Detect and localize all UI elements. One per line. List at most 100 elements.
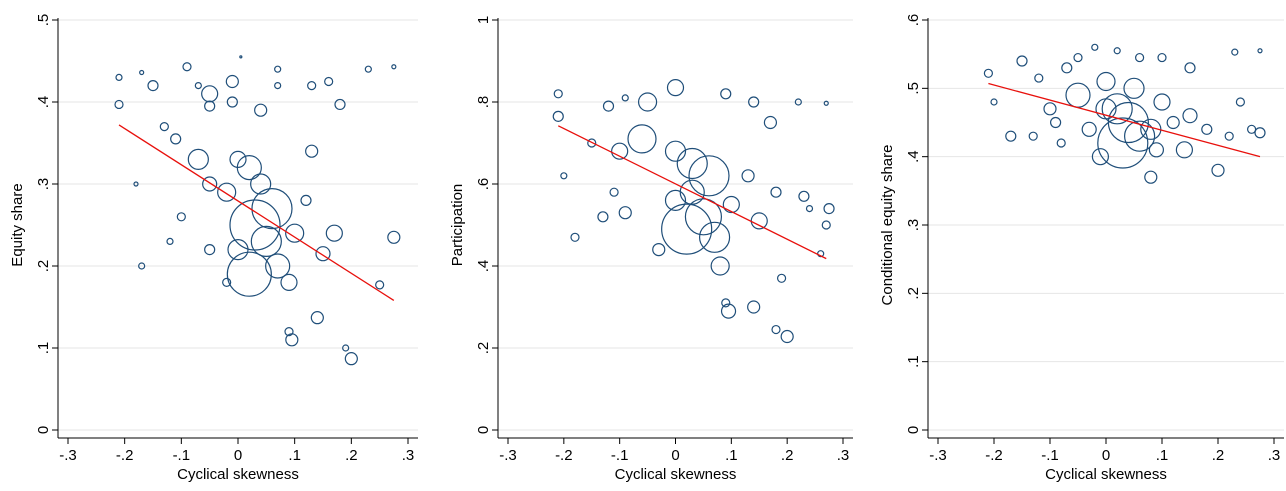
bubble	[618, 206, 632, 220]
fit-line	[118, 124, 395, 301]
x-axis-label: Cyclical skewness	[177, 466, 299, 483]
y-tick-label: 1	[475, 16, 492, 24]
bubble	[627, 124, 657, 154]
bubble	[1065, 82, 1091, 108]
bubble	[166, 237, 174, 245]
bubble	[1091, 43, 1099, 51]
bubble	[983, 68, 994, 78]
bubble	[1166, 115, 1180, 130]
bubble	[587, 138, 597, 148]
bubble	[274, 65, 282, 73]
bubble	[387, 230, 401, 244]
bubble	[794, 98, 802, 106]
x-tick-label: -.2	[985, 447, 1003, 464]
bubble	[805, 205, 814, 213]
y-tick-label: 0	[905, 426, 922, 434]
bubble	[265, 253, 291, 279]
bubble	[229, 150, 247, 168]
bubble	[1144, 170, 1158, 184]
x-tick-label: .3	[402, 447, 415, 464]
bubble	[1184, 62, 1196, 74]
bubble	[698, 221, 731, 253]
x-tick-label: 0	[671, 447, 679, 464]
x-tick-label: .1	[1156, 447, 1169, 464]
y-axis-label: Equity share	[9, 183, 26, 266]
bubble	[375, 280, 385, 290]
x-tick-label: .3	[1268, 447, 1281, 464]
bubble	[597, 211, 609, 223]
x-tick-label: .2	[345, 447, 358, 464]
bubble	[1153, 93, 1171, 111]
bubble	[250, 173, 272, 195]
x-tick-label: .1	[288, 447, 301, 464]
bubble	[747, 300, 761, 314]
bubble	[139, 69, 145, 76]
x-tick-label: -.1	[611, 447, 629, 464]
x-tick-label: .3	[837, 447, 850, 464]
y-tick-label: .6	[905, 14, 922, 27]
bubble	[780, 329, 794, 344]
bubble	[250, 225, 282, 257]
bubble	[763, 115, 778, 130]
bubble	[741, 169, 755, 183]
bubble	[1028, 131, 1038, 141]
bubble	[771, 324, 781, 335]
bubble	[204, 100, 216, 112]
bubble	[1246, 124, 1257, 134]
bubble	[226, 96, 238, 108]
bubble	[204, 244, 216, 256]
bubble	[1257, 48, 1263, 54]
bubble	[798, 190, 810, 202]
bubble	[1224, 131, 1234, 141]
bubble	[1254, 127, 1266, 139]
bubble	[342, 344, 350, 352]
bubble	[1081, 121, 1097, 137]
bubble	[664, 189, 687, 211]
bubble	[1231, 48, 1239, 56]
bubble	[364, 65, 372, 73]
bubble	[159, 121, 169, 132]
bubble	[720, 88, 732, 100]
x-tick-label: .2	[781, 447, 794, 464]
bubble	[1123, 77, 1145, 99]
y-tick-label: .8	[475, 96, 492, 109]
bubble	[147, 79, 159, 92]
bubble	[274, 81, 282, 90]
bubble	[722, 195, 740, 214]
fit-line	[988, 82, 1261, 158]
bubble	[688, 155, 730, 197]
y-tick-label: .4	[475, 260, 492, 273]
bubble	[776, 273, 787, 283]
y-tick-label: 0	[35, 426, 52, 434]
bubble	[284, 327, 294, 337]
bubble	[661, 203, 713, 255]
bubble	[280, 273, 298, 291]
bubble	[720, 303, 737, 319]
bubble	[334, 98, 346, 111]
bubble	[324, 76, 334, 87]
x-tick-label: -.3	[929, 447, 947, 464]
bubble	[1113, 47, 1121, 55]
bubble	[115, 73, 123, 82]
bubble	[227, 239, 249, 261]
bubble	[748, 96, 760, 108]
bubble	[1201, 123, 1213, 135]
bubble	[222, 277, 232, 287]
bubble	[823, 100, 829, 106]
bubble	[1091, 148, 1110, 166]
bubble	[553, 89, 563, 99]
y-tick-label: .1	[35, 342, 52, 355]
bubble	[721, 298, 731, 308]
bubble	[254, 103, 268, 117]
bubble	[621, 94, 629, 102]
bubble	[114, 99, 124, 110]
bubble	[1148, 142, 1165, 158]
bubble	[710, 256, 730, 276]
bubble	[750, 212, 768, 230]
x-tick-label: .1	[725, 447, 738, 464]
bubble	[226, 251, 272, 297]
bubble	[611, 142, 629, 160]
bubble	[602, 100, 615, 112]
bubble	[217, 182, 237, 202]
bubble	[229, 199, 281, 251]
